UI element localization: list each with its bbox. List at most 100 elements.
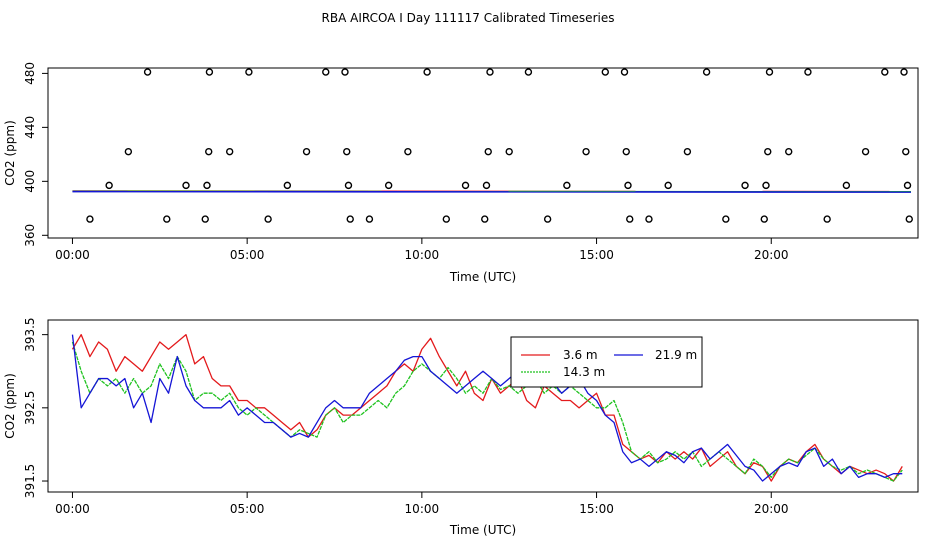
scatter-point — [201, 215, 209, 223]
scatter-point — [905, 215, 913, 223]
top-y-ticks: 360 400 440 480 — [23, 62, 48, 247]
scatter-point — [762, 181, 770, 190]
scatter-point — [86, 215, 94, 223]
top-series-lines — [72, 190, 912, 193]
scatter-point — [384, 181, 393, 190]
bottom-series-lines — [71, 333, 903, 482]
scatter-point — [765, 68, 774, 76]
bottom-y-tick-label: 391.5 — [23, 464, 37, 498]
scatter-point — [683, 147, 692, 156]
scatter-point — [722, 215, 730, 223]
series-line-14-3-m — [71, 341, 903, 482]
scatter-point — [881, 68, 889, 76]
scatter-point — [245, 68, 253, 76]
top-x-ticks: 00:00 05:00 10:00 15:00 20:00 — [55, 238, 789, 262]
scatter-point — [582, 147, 590, 156]
scatter-point — [626, 215, 634, 223]
scatter-point — [563, 181, 571, 190]
bottom-panel: Time (UTC) CO2 (ppm) 00:00 05:00 10:00 15:0… — [3, 317, 919, 537]
top-plot-frame — [47, 67, 919, 239]
top-x-tick-label: 00:00 — [55, 248, 90, 262]
bottom-x-tick-label: 00:00 — [55, 502, 90, 516]
scatter-point — [664, 181, 672, 190]
series-line-3-6-m — [71, 333, 903, 482]
top-x-tick-label: 15:00 — [579, 248, 614, 262]
scatter-point — [760, 215, 768, 223]
scatter-point — [124, 147, 133, 156]
scatter-point — [343, 147, 351, 156]
legend-box — [510, 336, 703, 388]
scatter-point — [203, 181, 211, 190]
top-panel: Time (UTC) CO2 (ppm) 00:00 05:00 10:00 15:0… — [3, 62, 919, 284]
top-series-line — [72, 190, 912, 193]
scatter-point — [645, 215, 653, 223]
scatter-point — [163, 215, 171, 223]
scatter-point — [225, 147, 234, 156]
scatter-point — [346, 215, 354, 223]
scatter-point — [143, 68, 152, 76]
scatter-point — [442, 215, 451, 223]
top-x-axis-label: Time (UTC) — [449, 270, 516, 284]
scatter-point — [702, 68, 711, 76]
scatter-point — [404, 147, 412, 156]
scatter-point — [624, 181, 632, 190]
top-x-tick-label: 20:00 — [754, 248, 789, 262]
scatter-point — [804, 68, 812, 76]
scatter-point — [365, 215, 374, 223]
scatter-point — [543, 215, 552, 223]
scatter-point — [764, 147, 772, 156]
top-x-tick-label: 05:00 — [230, 248, 265, 262]
bottom-x-tick-label: 10:00 — [405, 502, 440, 516]
scatter-point — [484, 147, 492, 156]
scatter-point — [205, 147, 213, 156]
chart-title: RBA AIRCOA I Day 111117 Calibrated Times… — [322, 11, 615, 25]
bottom-x-axis-label: Time (UTC) — [449, 523, 516, 537]
scatter-point — [601, 68, 609, 76]
top-y-tick-label: 440 — [23, 116, 37, 139]
bottom-x-tick-label: 15:00 — [579, 502, 614, 516]
scatter-point — [302, 147, 311, 156]
bottom-x-ticks: 00:00 05:00 10:00 15:00 20:00 — [55, 492, 789, 516]
scatter-point — [341, 68, 349, 76]
scatter-point — [524, 68, 533, 76]
scatter-point — [205, 68, 214, 76]
top-y-axis-label: CO2 (ppm) — [3, 120, 17, 186]
scatter-point — [486, 68, 494, 76]
bottom-plot-frame — [47, 319, 919, 493]
scatter-point — [482, 181, 491, 190]
legend-label-3-6m: 3.6 m — [563, 348, 598, 362]
scatter-point — [283, 181, 292, 190]
legend-label-14-3m: 14.3 m — [563, 365, 605, 379]
top-points — [86, 68, 913, 223]
scatter-point — [823, 215, 831, 223]
scatter-point — [481, 215, 489, 223]
legend: 3.6 m 21.9 m 14.3 m — [510, 336, 703, 388]
scatter-point — [903, 181, 912, 190]
scatter-point — [861, 147, 870, 156]
scatter-point — [842, 181, 851, 190]
scatter-point — [902, 147, 910, 156]
scatter-point — [322, 68, 330, 76]
bottom-y-axis-label: CO2 (ppm) — [3, 373, 17, 439]
scatter-point — [264, 215, 272, 223]
bottom-y-tick-label: 393.5 — [23, 317, 37, 351]
bottom-x-tick-label: 20:00 — [754, 502, 789, 516]
scatter-point — [785, 147, 793, 156]
legend-label-21-9m: 21.9 m — [655, 348, 697, 362]
top-x-tick-label: 10:00 — [405, 248, 440, 262]
scatter-point — [741, 181, 749, 190]
scatter-point — [505, 147, 513, 156]
scatter-point — [461, 181, 470, 190]
scatter-point — [182, 181, 190, 190]
scatter-point — [423, 68, 431, 76]
bottom-x-tick-label: 05:00 — [230, 502, 265, 516]
bottom-y-tick-label: 392.5 — [23, 391, 37, 425]
scatter-point — [900, 68, 908, 76]
scatter-point — [620, 68, 629, 76]
scatter-point — [344, 181, 353, 190]
top-y-tick-label: 480 — [23, 62, 37, 85]
bottom-y-ticks: 391.5 392.5 393.5 — [23, 317, 48, 498]
top-y-tick-label: 400 — [23, 170, 37, 193]
scatter-point — [105, 181, 113, 190]
